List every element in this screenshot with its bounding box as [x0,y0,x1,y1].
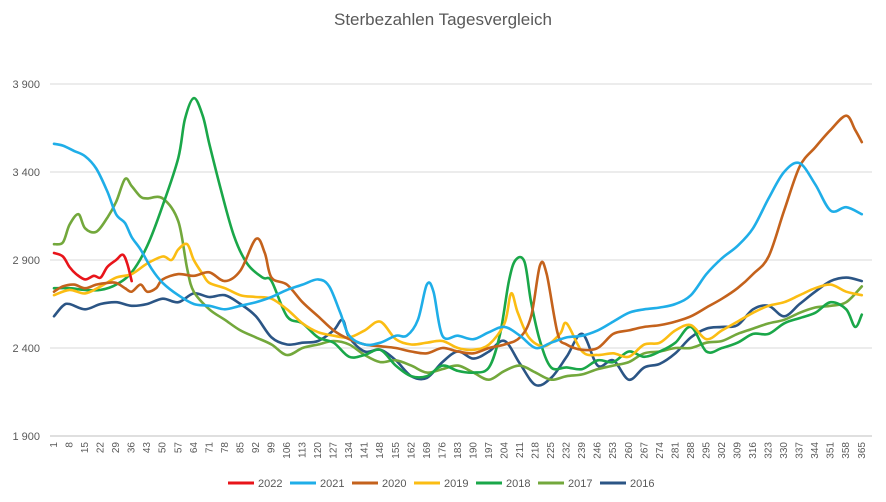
x-tick-label: 148 [375,442,386,459]
x-tick-label: 281 [670,442,681,459]
x-tick-label: 36 [127,442,138,454]
x-tick-label: 253 [608,442,619,459]
x-tick-label: 29 [111,442,122,454]
x-tick-label: 127 [329,442,340,459]
x-tick-label: 120 [313,442,324,459]
x-tick-label: 183 [453,442,464,459]
x-tick-label: 141 [360,442,371,459]
chart-title: Sterbezahlen Tagesvergleich [334,10,552,29]
x-tick-label: 302 [717,442,728,459]
y-tick-label: 2 900 [12,255,40,267]
series-line-2020 [52,114,864,355]
x-tick-label: 197 [484,442,495,459]
x-tick-label: 162 [406,442,417,459]
x-tick-label: 99 [266,442,277,454]
x-tick-label: 71 [204,442,215,454]
x-tick-label: 365 [857,442,868,459]
x-tick-label: 295 [701,442,712,459]
legend-label-2017: 2017 [568,478,592,490]
y-tick-label: 3 400 [12,167,40,179]
series-line-2016 [52,276,864,387]
axes: 1 900 2 400 2 900 3 400 3 900 1 8 15 22 29 36 43 50 5… [12,79,872,459]
x-tick-label: 232 [562,442,573,459]
legend: 2022 2021 2020 2019 2018 2017 2016 [228,478,654,490]
x-tick-label: 260 [624,442,635,459]
y-tick-label: 3 900 [12,79,40,91]
x-tick-label: 330 [779,442,790,459]
legend-label-2016: 2016 [630,478,654,490]
legend-label-2022: 2022 [258,478,282,490]
x-tick-label: 176 [437,442,448,459]
x-tick-label: 50 [158,442,169,454]
x-tick-label: 274 [655,442,666,459]
y-tick-label: 2 400 [12,343,40,355]
series-line-2017 [52,177,864,382]
x-tick-label: 64 [189,442,200,454]
legend-label-2019: 2019 [444,478,468,490]
x-tick-label: 22 [96,442,107,454]
x-tick-label: 337 [795,442,806,459]
x-tick-label: 218 [531,442,542,459]
x-tick-label: 211 [515,442,526,458]
x-tick-label: 309 [733,442,744,459]
x-tick-label: 239 [577,442,588,459]
x-tick-label: 85 [235,442,246,454]
x-tick-label: 344 [810,442,821,459]
x-tick-label: 92 [251,442,262,454]
x-tick-label: 288 [686,442,697,459]
x-tick-label: 246 [593,442,604,459]
x-tick-label: 78 [220,442,231,454]
x-tick-label: 323 [764,442,775,459]
x-tick-label: 204 [499,442,510,459]
x-tick-label: 316 [748,442,759,459]
x-tick-label: 358 [841,442,852,459]
x-tick-label: 155 [391,442,402,459]
x-tick-label: 113 [298,442,309,458]
legend-label-2021: 2021 [320,478,344,490]
x-tick-label: 225 [546,442,557,459]
x-tick-label: 351 [826,442,837,459]
series-line-2021 [52,142,864,350]
x-tick-label: 1 [49,442,60,448]
x-tick-label: 267 [639,442,650,459]
series-line-2019 [52,242,864,359]
x-tick-label: 57 [173,442,184,454]
series-line-2018 [52,96,864,379]
legend-label-2018: 2018 [506,478,530,490]
legend-label-2020: 2020 [382,478,406,490]
x-tick-label: 8 [65,442,76,448]
x-tick-label: 134 [344,442,355,459]
x-tick-label: 15 [80,442,91,454]
x-tick-label: 43 [142,442,153,454]
x-tick-label: 190 [468,442,479,459]
y-tick-label: 1 900 [12,431,40,443]
series-lines [52,96,864,387]
series-line-2022 [52,251,133,283]
x-tick-label: 169 [422,442,433,459]
x-tick-label: 106 [282,442,293,459]
